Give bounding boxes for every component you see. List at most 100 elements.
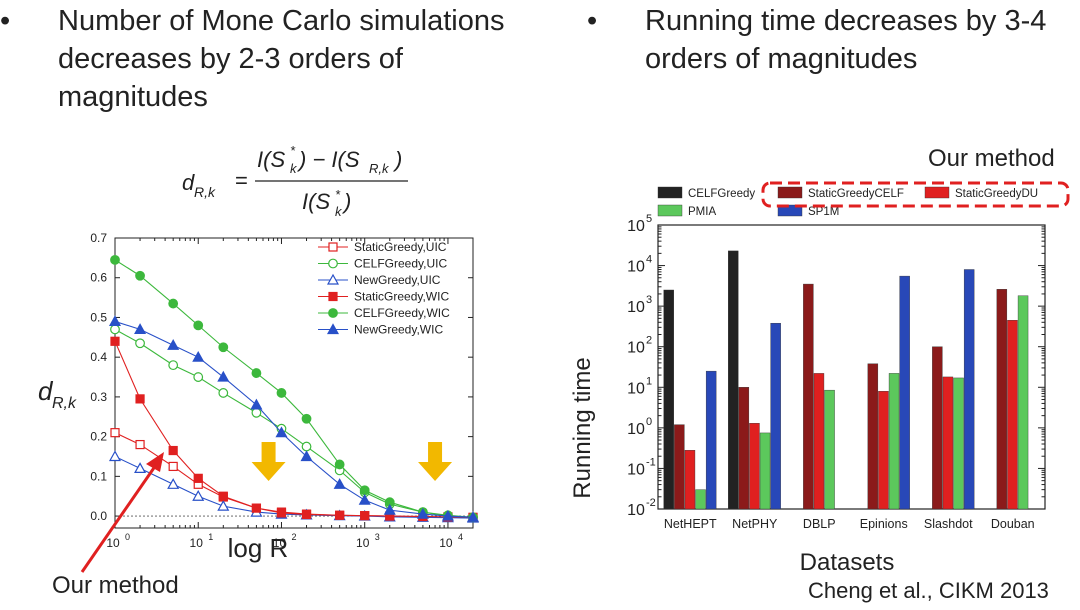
bar-chart-legend: CELFGreedy PMIA StaticGreedyCELF SP1M Static… [657, 186, 1038, 218]
formula-num-end: ) [392, 147, 402, 172]
data-point [441, 509, 454, 521]
left-bullet: • Number of Mone Carlo simulations decre… [0, 2, 558, 116]
data-point [217, 499, 230, 511]
citation: Cheng et al., CIKM 2013 [808, 578, 1049, 603]
bar [728, 250, 739, 510]
series-line [114, 341, 474, 518]
bullet-dot: • [0, 5, 11, 37]
y-tick-label-exp: -1 [646, 456, 656, 468]
data-point [110, 336, 120, 346]
bar [674, 424, 685, 510]
bar [1017, 295, 1029, 510]
our-method-label-right: Our method [928, 145, 1055, 172]
x-axis-label: log R [228, 533, 289, 563]
data-point [301, 441, 312, 452]
y-tick-label: 10 [627, 502, 645, 519]
legend-marker [328, 308, 338, 318]
legend-label: PMIA [688, 206, 716, 218]
y-tick-label: 0.6 [90, 271, 107, 285]
data-point [135, 394, 145, 404]
data-point [218, 342, 229, 353]
legend-swatch [924, 186, 950, 199]
bar [813, 373, 825, 510]
data-point [360, 511, 370, 521]
down-arrow-icon [418, 442, 453, 481]
legend-label: CELFGreedy,WIC [354, 306, 450, 320]
plot-frame [657, 224, 1046, 510]
x-tick-label: 10 [439, 536, 453, 550]
y-axis-label: d [38, 376, 54, 406]
data-point [135, 338, 145, 349]
data-point [108, 450, 122, 462]
bar [963, 269, 975, 510]
bar [663, 289, 674, 510]
data-point [168, 445, 178, 456]
formula-num-a: I(S [257, 147, 285, 172]
bar [888, 373, 900, 510]
x-tick-label: 10 [356, 536, 370, 550]
left-bullet-line-1: Number of Mone Carlo simulations [58, 5, 505, 37]
data-point [334, 459, 345, 470]
y-tick-label: 10 [627, 421, 645, 438]
bar [867, 363, 879, 510]
line-chart: 0.00.10.20.30.40.50.60.710 0 10 1 10 2 10 3 10 4 … [38, 231, 480, 563]
legend-label: StaticGreedyCELF [808, 188, 904, 200]
data-point [383, 503, 396, 515]
data-point [301, 413, 312, 424]
data-point [135, 439, 145, 450]
data-point [333, 478, 346, 489]
x-tick-label: 10 [273, 536, 287, 550]
data-point [358, 493, 371, 505]
data-point [335, 510, 345, 520]
legend-marker [328, 291, 338, 302]
formula-den-a: I(S [302, 189, 330, 214]
y-tick-label: 10 [627, 259, 645, 276]
data-point [168, 298, 179, 309]
data-point [134, 323, 147, 334]
y-tick-label: 0.2 [90, 430, 107, 444]
y-tick-label-exp: -2 [646, 497, 656, 509]
y-tick-label-exp: 1 [646, 375, 652, 387]
bar [932, 346, 943, 510]
data-point [135, 270, 145, 281]
formula-den-end: ) [341, 189, 351, 214]
data-point [276, 508, 287, 518]
annotation-arrow [80, 452, 164, 573]
legend-swatch [657, 186, 683, 199]
bar [953, 377, 964, 510]
data-point [359, 485, 370, 496]
our-method-label-left: Our method [52, 572, 179, 599]
x-tick-label: NetHEPT [664, 517, 717, 531]
bar [1007, 320, 1018, 510]
data-point [251, 407, 262, 418]
x-tick-label: Douban [991, 517, 1035, 531]
y-tick-label: 10 [627, 299, 645, 316]
data-point [300, 450, 313, 462]
x-tick-label-exp: 4 [458, 532, 463, 542]
data-point [193, 473, 203, 483]
x-tick-label: Epinions [860, 517, 908, 531]
x-tick-label: NetPHY [732, 517, 778, 531]
legend-marker [328, 258, 338, 269]
data-point [108, 315, 122, 327]
data-point [218, 491, 228, 501]
right-bullet-line-1: Running time decreases by 3-4 [645, 5, 1047, 37]
bar [759, 432, 771, 510]
y-tick-label: 10 [627, 380, 645, 397]
data-point [250, 398, 263, 410]
data-point [168, 461, 178, 472]
data-point [301, 509, 312, 520]
data-point [466, 511, 480, 522]
legend-label: CELFGreedy [688, 188, 755, 200]
data-point [251, 503, 262, 513]
y-tick-label: 10 [627, 218, 645, 235]
formula: d R,k = I(S * k ) − I(S R,k ) I(S * k ) [182, 143, 408, 219]
y-tick-label: 0.1 [90, 469, 107, 483]
bar [749, 423, 760, 510]
legend-swatch [777, 186, 803, 199]
bar [942, 376, 954, 510]
bar [996, 289, 1008, 510]
legend-label: CELFGreedy,UIC [354, 257, 447, 271]
left-bullet-line-2: decreases by 2-3 orders of [58, 43, 403, 75]
